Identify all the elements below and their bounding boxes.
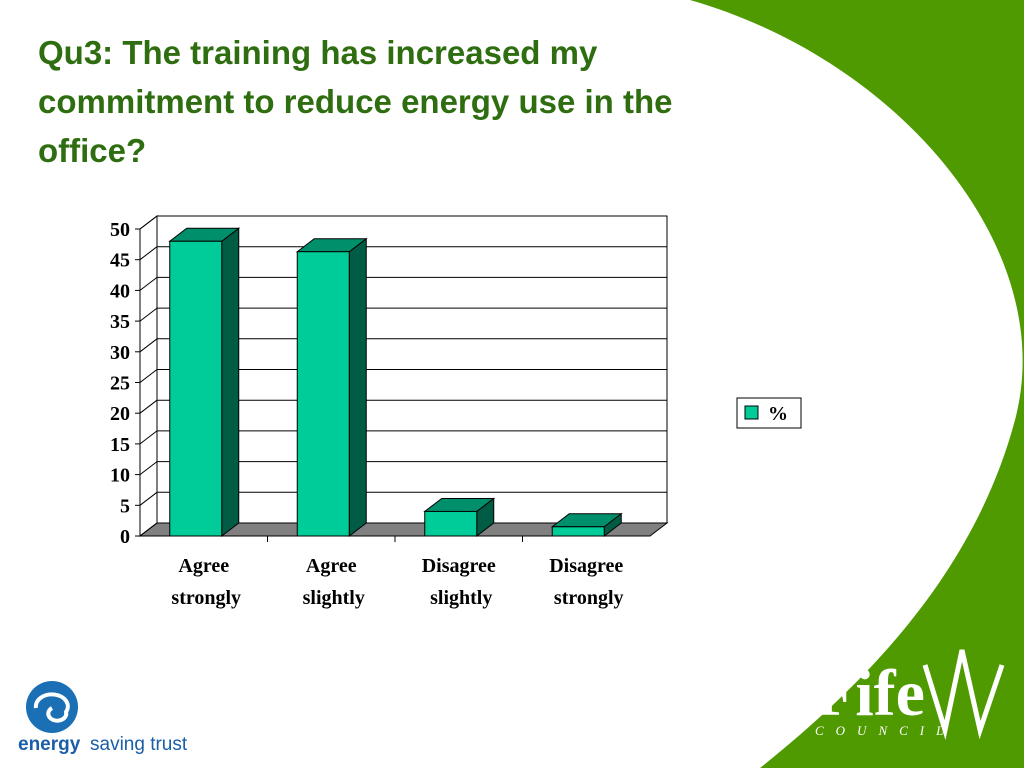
bar-side — [221, 227, 240, 538]
x-tick-label: Disagree strongly — [549, 555, 624, 609]
x-tick-label: Agree slightly — [298, 555, 365, 609]
y-tick-label: 5 — [120, 495, 130, 517]
logo-text: Fife — [815, 657, 925, 730]
grid-line — [139, 307, 158, 322]
grid-line — [139, 461, 158, 475]
grid-line — [139, 399, 158, 414]
legend-label: % — [768, 403, 788, 425]
grid-line — [139, 338, 158, 353]
est-logo: energy saving trust — [18, 681, 188, 755]
grid-line — [139, 369, 158, 383]
chart-title: Qu3: The training has increased my commi… — [38, 34, 673, 169]
legend-swatch — [744, 405, 759, 420]
logo-swirl — [33, 692, 70, 723]
y-tick-label: 50 — [110, 219, 130, 241]
logo-text: COUNCIL — [815, 723, 955, 738]
logo-circle — [26, 681, 78, 733]
x-tick-label: Agree strongly — [166, 555, 241, 609]
grid-line — [139, 277, 158, 291]
y-tick-label: 25 — [110, 373, 130, 395]
y-tick-label: 10 — [110, 465, 130, 487]
grid-line — [139, 491, 158, 506]
y-tick-label: 20 — [110, 403, 130, 425]
x-tick-label: Disagree slightly — [422, 555, 496, 609]
y-tick-label: 15 — [110, 434, 130, 456]
bar — [169, 240, 223, 537]
y-tick-label: 30 — [110, 342, 130, 364]
y-tick-label: 35 — [110, 311, 130, 333]
logo-figures — [922, 649, 1005, 740]
bar-side — [348, 237, 367, 538]
bar — [424, 510, 478, 537]
fife-logo: Fife COUNCIL — [815, 649, 1005, 740]
y-tick-label: 0 — [120, 526, 130, 548]
grid-line — [139, 246, 158, 261]
y-tick-label: 45 — [110, 250, 130, 272]
chart: 0 5 10 15 20 25 30 35 40 45 50 Agree strongly Agree … — [110, 214, 802, 609]
logo-text: energy — [18, 734, 81, 755]
grid-line — [139, 215, 158, 230]
bar — [551, 526, 605, 537]
y-tick-label: 40 — [110, 280, 130, 302]
grid-line — [139, 430, 158, 445]
bar — [296, 251, 350, 537]
logo-text: saving trust — [90, 734, 188, 755]
grid-line — [139, 522, 158, 537]
